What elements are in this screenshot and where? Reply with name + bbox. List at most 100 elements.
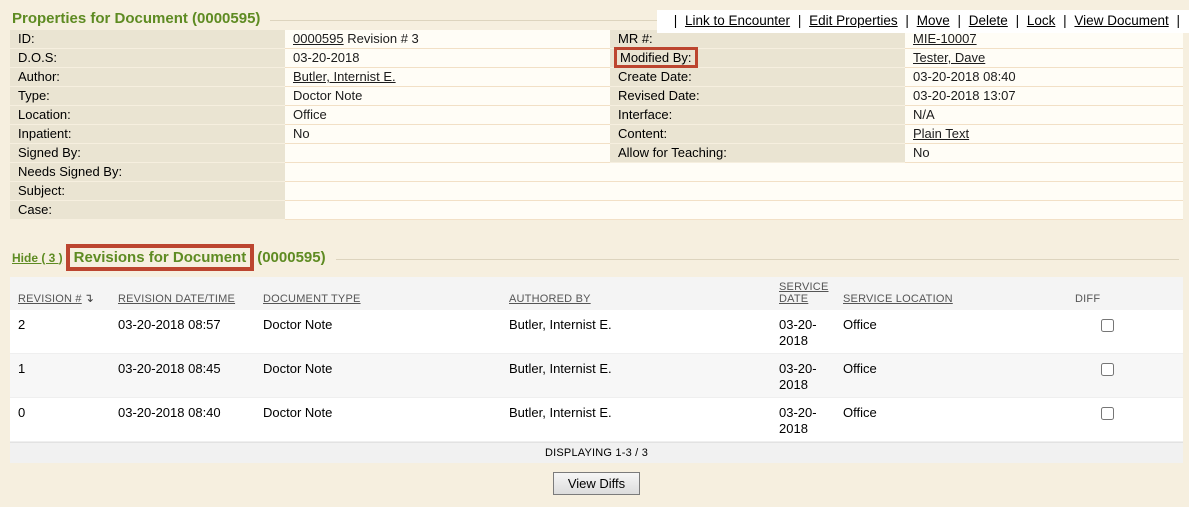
property-value-location: Office <box>285 105 610 125</box>
diff-header-label: DIFF <box>1075 293 1101 305</box>
cell-authored-by: Butler, Internist E. <box>501 353 771 398</box>
document-id-link[interactable]: 0000595 <box>293 31 344 46</box>
sort-by-doctype-link[interactable]: DOCUMENT TYPE <box>263 293 361 305</box>
modified-by-label: Modified By: <box>620 50 692 65</box>
properties-table: ID: 0000595 Revision # 3 MR #: MIE-10007… <box>10 30 1183 220</box>
cell-authored-by: Butler, Internist E. <box>501 310 771 354</box>
property-label-revised-date: Revised Date: <box>610 86 905 106</box>
cell-document-type: Doctor Note <box>255 353 501 398</box>
mr-number-link[interactable]: MIE-10007 <box>913 31 977 46</box>
view-diffs-button[interactable]: View Diffs <box>552 472 641 495</box>
property-label-content: Content: <box>610 124 905 144</box>
property-value-revised-date: 03-20-2018 13:07 <box>905 86 1183 106</box>
property-row: Subject: <box>10 181 1183 201</box>
sort-by-datetime-link[interactable]: REVISION DATE/TIME <box>118 293 236 305</box>
property-value-content: Plain Text <box>905 124 1183 144</box>
property-value-allow-teaching: No <box>905 143 1183 163</box>
cell-service-location: Office <box>835 310 1067 354</box>
content-type-link[interactable]: Plain Text <box>913 126 970 141</box>
property-row: D.O.S: 03-20-2018 Modified By: Tester, D… <box>10 47 1183 68</box>
interface-text: N/A <box>913 107 935 122</box>
cell-revision-datetime: 03-20-2018 08:40 <box>110 397 255 442</box>
property-value-modified-by: Tester, Dave <box>905 48 1183 68</box>
property-row: Location: Office Interface: N/A <box>10 105 1183 125</box>
property-value-case <box>285 200 1183 220</box>
property-value-interface: N/A <box>905 105 1183 125</box>
col-header-revision-datetime: REVISION DATE/TIME <box>110 277 255 310</box>
revision-number-text: Revision # 3 <box>347 31 419 46</box>
cell-service-date: 03-20-2018 <box>771 310 835 354</box>
property-row: ID: 0000595 Revision # 3 MR #: MIE-10007 <box>10 30 1183 49</box>
property-row: Signed By: Allow for Teaching: No <box>10 143 1183 163</box>
property-row: Author: Butler, Internist E. Create Date… <box>10 67 1183 87</box>
property-value-needs-signed-by <box>285 162 1183 182</box>
hide-revisions-link[interactable]: Hide ( 3 ) <box>12 250 63 265</box>
revisions-title: Revisions for Document <box>73 249 247 266</box>
col-header-diff: DIFF <box>1067 277 1183 310</box>
col-header-revision: REVISION # ↴ <box>10 277 110 310</box>
property-row: Needs Signed By: <box>10 162 1183 182</box>
property-label-author: Author: <box>10 67 285 87</box>
separator: | <box>797 13 802 28</box>
property-label-modified-by: Modified By: <box>610 47 905 68</box>
revisions-title-annotation-box: Revisions for Document <box>65 244 255 271</box>
cell-diff <box>1067 310 1183 354</box>
separator: | <box>1176 13 1180 28</box>
separator: | <box>673 13 678 28</box>
property-label-inpatient: Inpatient: <box>10 124 285 144</box>
cell-revision-datetime: 03-20-2018 08:57 <box>110 310 255 354</box>
revisions-title-suffix: (0000595) <box>257 249 326 266</box>
paging-status: DISPLAYING 1-3 / 3 <box>10 442 1183 463</box>
view-document-link[interactable]: View Document <box>1074 13 1169 28</box>
property-label-type: Type: <box>10 86 285 106</box>
sort-by-revision-link[interactable]: REVISION # <box>18 293 82 305</box>
cell-authored-by: Butler, Internist E. <box>501 397 771 442</box>
revised-date-text: 03-20-2018 13:07 <box>913 88 1016 103</box>
separator: | <box>1063 13 1067 28</box>
property-label-id: ID: <box>10 30 285 49</box>
property-label-create-date: Create Date: <box>610 67 905 87</box>
revisions-header-row: REVISION # ↴ REVISION DATE/TIME DOCUMENT … <box>10 277 1183 310</box>
move-link[interactable]: Move <box>916 13 950 28</box>
property-label-allow-teaching: Allow for Teaching: <box>610 143 905 163</box>
divider <box>335 259 1179 260</box>
cell-service-date: 03-20-2018 <box>771 397 835 442</box>
property-label-case: Case: <box>10 200 285 220</box>
cell-diff <box>1067 397 1183 442</box>
property-value-inpatient: No <box>285 124 610 144</box>
diff-checkbox[interactable] <box>1101 363 1114 376</box>
property-value-dos: 03-20-2018 <box>285 48 610 68</box>
edit-properties-link[interactable]: Edit Properties <box>809 13 898 28</box>
sort-by-location-link[interactable]: SERVICE LOCATION <box>843 293 953 305</box>
separator: | <box>905 13 909 28</box>
location-text: Office <box>293 107 327 122</box>
revision-row: 2 03-20-2018 08:57 Doctor Note Butler, I… <box>10 310 1183 354</box>
property-label-interface: Interface: <box>610 105 905 125</box>
separator: | <box>1015 13 1020 28</box>
col-header-service-date: SERVICE DATE <box>771 277 835 310</box>
author-link[interactable]: Butler, Internist E. <box>293 69 396 84</box>
cell-document-type: Doctor Note <box>255 397 501 442</box>
diff-checkbox[interactable] <box>1101 319 1114 332</box>
cell-diff <box>1067 353 1183 398</box>
cell-service-date: 03-20-2018 <box>771 353 835 398</box>
lock-link[interactable]: Lock <box>1026 13 1056 28</box>
delete-link[interactable]: Delete <box>968 13 1008 28</box>
revision-row: 1 03-20-2018 08:45 Doctor Note Butler, I… <box>10 353 1183 398</box>
property-label-mr: MR #: <box>610 30 905 49</box>
link-to-encounter-link[interactable]: Link to Encounter <box>684 13 791 28</box>
cell-revision-datetime: 03-20-2018 08:45 <box>110 353 255 398</box>
modified-by-link[interactable]: Tester, Dave <box>913 50 986 65</box>
cell-revision-number: 1 <box>10 353 110 398</box>
property-label-signed-by: Signed By: <box>10 143 285 163</box>
sort-by-author-link[interactable]: AUTHORED BY <box>509 293 591 305</box>
button-row: View Diffs <box>10 472 1183 495</box>
cell-service-location: Office <box>835 353 1067 398</box>
separator: | <box>957 13 961 28</box>
property-label-needs-signed-by: Needs Signed By: <box>10 162 285 182</box>
sort-by-service-date-link[interactable]: SERVICE DATE <box>779 281 829 305</box>
diff-checkbox[interactable] <box>1101 407 1114 420</box>
revisions-section-head: Hide ( 3 ) Revisions for Document (00005… <box>12 244 1183 271</box>
property-label-subject: Subject: <box>10 181 285 201</box>
col-header-document-type: DOCUMENT TYPE <box>255 277 501 310</box>
